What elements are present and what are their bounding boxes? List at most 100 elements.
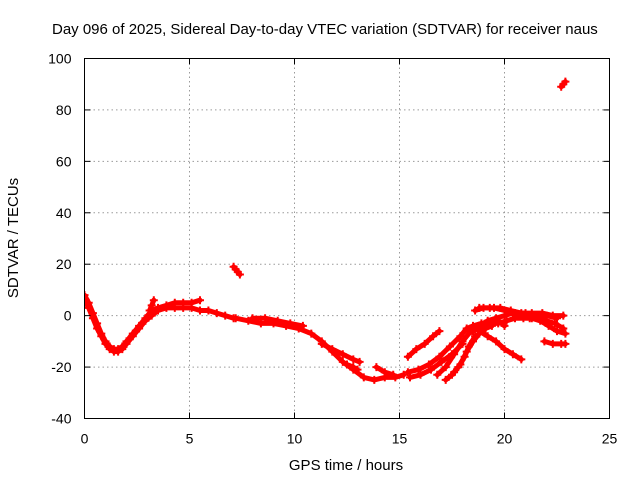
data-point bbox=[399, 370, 408, 379]
data-point bbox=[212, 309, 221, 318]
data-point bbox=[538, 309, 547, 318]
data-point bbox=[424, 360, 433, 369]
data-point bbox=[462, 324, 471, 333]
data-point bbox=[561, 329, 570, 338]
data-point bbox=[105, 342, 114, 351]
data-point bbox=[435, 352, 444, 361]
data-point bbox=[154, 303, 162, 312]
data-point bbox=[416, 370, 425, 379]
data-point bbox=[508, 350, 517, 359]
data-point bbox=[149, 296, 158, 305]
data-point bbox=[370, 375, 379, 384]
data-point bbox=[135, 321, 144, 330]
data-point bbox=[307, 329, 316, 338]
data-point bbox=[179, 298, 188, 307]
y-tick-label: 0 bbox=[64, 308, 72, 324]
data-point bbox=[485, 319, 494, 328]
data-point bbox=[506, 306, 515, 315]
y-tick-label: 60 bbox=[56, 153, 72, 169]
data-point bbox=[427, 365, 435, 374]
data-point bbox=[380, 368, 389, 377]
data-point bbox=[445, 342, 454, 351]
data-point bbox=[412, 345, 421, 354]
data-point bbox=[435, 327, 444, 336]
data-point bbox=[403, 352, 412, 361]
y-tick-label: 20 bbox=[56, 256, 72, 272]
data-point bbox=[286, 319, 295, 328]
x-tick-label: 20 bbox=[497, 431, 513, 447]
data-point bbox=[483, 332, 492, 341]
data-point bbox=[561, 77, 570, 86]
data-point bbox=[196, 306, 204, 315]
x-tick-label: 25 bbox=[602, 431, 618, 447]
axis-ticks: 0 5 10 15 20 25 -40 -20 0 20 40 60 80 100 bbox=[48, 51, 617, 447]
data-point bbox=[414, 365, 423, 374]
data-point bbox=[317, 339, 326, 348]
data-point bbox=[462, 347, 471, 356]
y-tick-label: 100 bbox=[48, 51, 72, 67]
data-point bbox=[84, 298, 93, 307]
data-point bbox=[458, 337, 467, 346]
data-layer bbox=[84, 77, 570, 384]
y-tick-label: -40 bbox=[51, 411, 71, 427]
data-point bbox=[456, 332, 465, 341]
data-point bbox=[548, 311, 557, 320]
data-point bbox=[122, 337, 131, 346]
data-point bbox=[162, 301, 171, 310]
x-axis-label: GPS time / hours bbox=[289, 457, 403, 474]
data-point bbox=[406, 373, 414, 382]
data-point bbox=[494, 319, 503, 328]
data-point bbox=[118, 342, 127, 351]
data-point bbox=[372, 363, 381, 372]
data-point bbox=[359, 373, 368, 382]
data-point bbox=[145, 306, 154, 315]
data-point bbox=[196, 296, 204, 305]
data-point bbox=[559, 311, 568, 320]
data-point bbox=[420, 339, 429, 348]
data-point bbox=[101, 337, 110, 346]
data-point bbox=[456, 360, 465, 369]
data-point bbox=[235, 270, 244, 279]
data-point bbox=[221, 311, 230, 320]
data-point bbox=[88, 309, 97, 318]
data-point bbox=[187, 298, 196, 307]
data-point bbox=[97, 329, 106, 338]
data-point bbox=[338, 350, 347, 359]
data-point bbox=[475, 327, 484, 336]
data-point bbox=[450, 350, 459, 359]
series-track-4 bbox=[231, 264, 243, 277]
data-point bbox=[353, 365, 362, 374]
y-tick-label: -20 bbox=[51, 359, 71, 375]
data-point bbox=[469, 337, 477, 346]
data-point bbox=[441, 363, 450, 372]
x-tick-label: 0 bbox=[81, 431, 89, 447]
data-point bbox=[147, 301, 156, 310]
data-point bbox=[517, 309, 526, 318]
chart-title: Day 096 of 2025, Sidereal Day-to-day VTE… bbox=[52, 21, 598, 38]
data-point bbox=[496, 303, 505, 312]
y-axis-label: SDTVAR / TECUs bbox=[5, 178, 22, 298]
x-tick-label: 5 bbox=[186, 431, 194, 447]
data-point bbox=[450, 368, 459, 377]
data-point bbox=[355, 357, 364, 366]
data-point bbox=[500, 345, 509, 354]
data-point bbox=[492, 337, 501, 346]
plot-frame bbox=[84, 58, 610, 419]
data-point bbox=[477, 321, 486, 330]
data-point bbox=[517, 355, 526, 364]
data-point bbox=[550, 319, 559, 328]
data-point bbox=[441, 375, 450, 384]
data-point bbox=[536, 316, 545, 325]
data-point bbox=[485, 303, 494, 312]
data-point bbox=[544, 321, 553, 330]
data-point bbox=[170, 298, 179, 307]
data-point bbox=[343, 360, 351, 369]
data-point bbox=[93, 319, 102, 328]
data-point bbox=[84, 291, 89, 300]
data-point bbox=[492, 314, 501, 323]
data-point bbox=[548, 339, 557, 348]
data-point bbox=[502, 316, 511, 325]
data-point bbox=[553, 327, 561, 336]
data-point bbox=[429, 332, 438, 341]
